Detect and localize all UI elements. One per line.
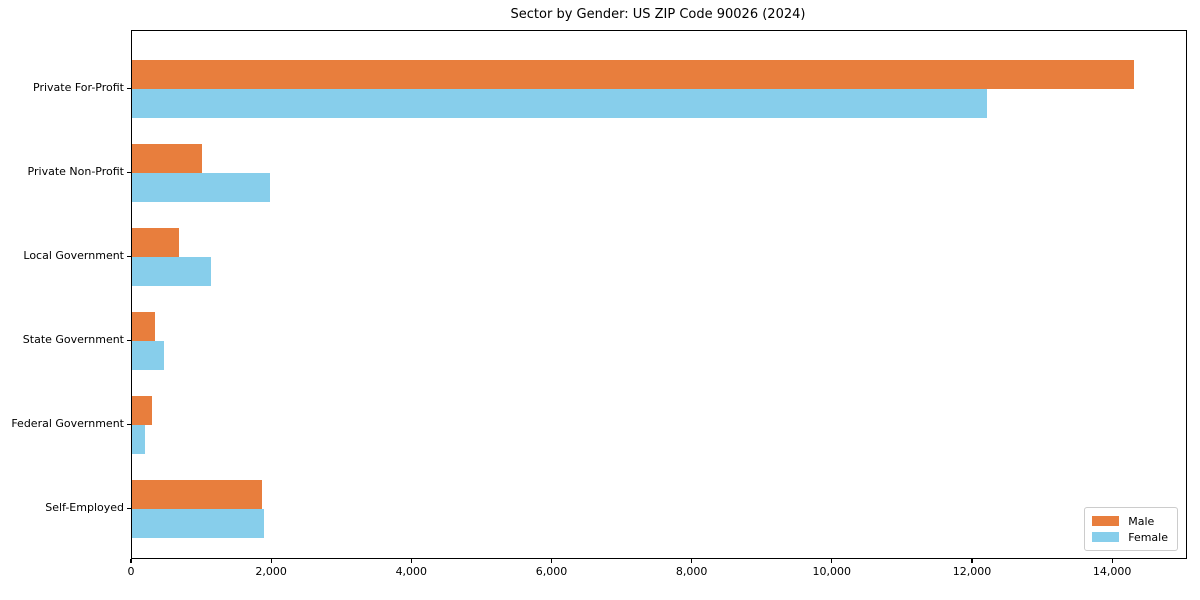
legend-label-female: Female	[1128, 530, 1168, 544]
x-tick-mark	[270, 559, 272, 563]
y-tick-mark	[127, 424, 131, 426]
y-tick-mark	[127, 508, 131, 510]
y-tick-mark	[127, 172, 131, 174]
bar-female-1	[132, 173, 271, 202]
x-tick-mark	[550, 559, 553, 563]
bar-male-3	[132, 312, 156, 341]
bar-female-4	[132, 425, 146, 454]
y-tick-mark	[127, 256, 131, 258]
x-tick-label: 14,000	[1092, 565, 1132, 578]
y-tick-label: State Government	[22, 333, 124, 346]
x-tick-label: 8,000	[675, 565, 708, 578]
x-tick-mark	[971, 559, 973, 563]
legend-swatch-female	[1092, 532, 1120, 542]
legend-swatch-male	[1092, 516, 1120, 526]
x-tick-mark	[1111, 559, 1113, 563]
x-tick-mark	[130, 559, 132, 563]
x-tick-label: 0	[127, 565, 135, 578]
x-tick-label: 2,000	[255, 565, 287, 578]
bar-female-3	[132, 341, 165, 370]
bar-male-4	[132, 396, 152, 425]
y-tick-mark	[127, 340, 131, 342]
bar-male-2	[132, 228, 179, 257]
y-tick-label: Private Non-Profit	[27, 165, 124, 178]
x-tick-label: 12,000	[952, 565, 992, 578]
x-tick-mark	[831, 559, 833, 563]
x-tick-mark	[410, 559, 412, 563]
bar-male-0	[132, 60, 1135, 89]
legend-row-male: Male	[1092, 513, 1168, 529]
bar-female-5	[132, 509, 264, 538]
legend: Male Female	[1084, 507, 1178, 551]
y-tick-label: Federal Government	[11, 417, 124, 430]
bar-male-5	[132, 480, 262, 509]
plot-area: Male Female	[131, 30, 1187, 559]
bar-female-0	[132, 89, 987, 118]
x-tick-label: 6,000	[535, 565, 568, 578]
chart-title: Sector by Gender: US ZIP Code 90026 (202…	[510, 7, 806, 22]
y-tick-mark	[127, 88, 131, 90]
x-tick-mark	[691, 559, 693, 563]
legend-label-male: Male	[1128, 514, 1155, 528]
x-axis: 0 2,000 4,000 6,000 8,000 10,000 12,000 14,000	[127, 559, 1185, 583]
bar-female-2	[132, 257, 212, 286]
bar-male-1	[132, 144, 203, 173]
y-tick-label: Private For-Profit	[33, 81, 124, 94]
y-tick-label: Local Government	[23, 249, 124, 262]
y-tick-label: Self-Employed	[45, 501, 124, 514]
x-tick-label: 4,000	[395, 565, 428, 578]
legend-row-female: Female	[1092, 529, 1168, 545]
x-tick-label: 10,000	[812, 565, 852, 578]
